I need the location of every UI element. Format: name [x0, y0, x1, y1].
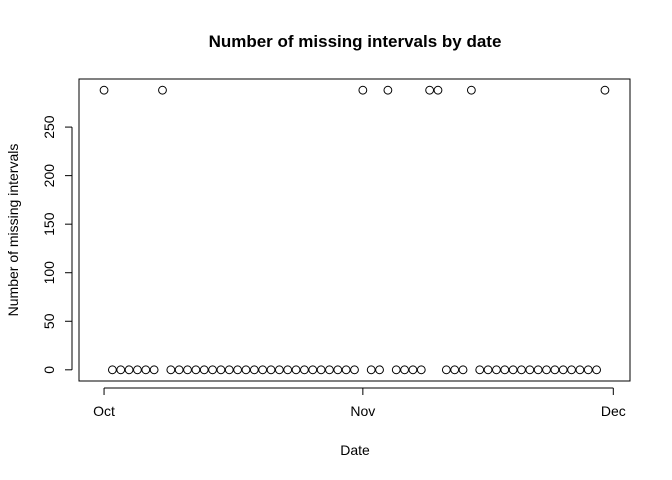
data-point — [508, 365, 518, 375]
data-point — [274, 365, 284, 375]
data-point — [158, 85, 167, 95]
data-point — [107, 365, 117, 375]
data-point — [542, 365, 551, 375]
data-point — [233, 365, 243, 375]
data-point — [350, 365, 359, 375]
data-point — [283, 365, 293, 375]
data-point — [517, 365, 526, 375]
x-tick-label: Nov — [350, 403, 375, 419]
data-point — [141, 365, 151, 375]
y-axis-label: Number of missing intervals — [5, 144, 21, 317]
data-point — [583, 365, 593, 375]
data-point — [291, 365, 301, 375]
data-point — [325, 365, 334, 375]
data-point — [425, 85, 435, 95]
data-point — [416, 365, 426, 375]
data-point — [241, 365, 251, 375]
data-point — [483, 365, 493, 375]
data-point — [433, 85, 443, 95]
data-point — [600, 85, 610, 95]
data-point — [358, 85, 368, 95]
data-point — [249, 365, 259, 375]
data-point — [550, 365, 560, 375]
data-point — [533, 365, 543, 375]
data-point — [400, 365, 409, 375]
x-axis: Oct Nov Dec — [93, 387, 626, 419]
data-point — [525, 365, 535, 375]
data-point — [266, 365, 276, 375]
x-axis-label: Date — [340, 442, 370, 458]
y-tick-label: 100 — [41, 261, 57, 285]
data-point — [567, 365, 576, 375]
plot-area — [78, 78, 631, 382]
y-tick-label: 150 — [41, 212, 57, 236]
data-point — [492, 365, 501, 375]
data-point — [475, 365, 485, 375]
data-point — [216, 365, 226, 375]
data-point — [116, 365, 126, 375]
data-point — [375, 365, 384, 375]
data-point — [199, 365, 209, 375]
data-point — [166, 365, 176, 375]
x-tick-label: Dec — [601, 403, 626, 419]
y-tick-label: 200 — [41, 164, 57, 188]
data-points — [99, 85, 610, 375]
y-tick-label: 50 — [41, 313, 57, 329]
data-point — [133, 365, 142, 375]
data-point — [366, 365, 376, 375]
data-point — [391, 365, 401, 375]
data-point — [191, 365, 201, 375]
y-axis: 0 50 100 150 200 250 — [41, 115, 73, 374]
data-point — [458, 365, 468, 375]
data-point — [183, 365, 192, 375]
data-point — [149, 365, 159, 375]
data-point — [300, 365, 309, 375]
data-point — [383, 85, 393, 95]
y-tick-label: 0 — [41, 366, 57, 374]
data-point — [341, 365, 351, 375]
data-point — [441, 365, 451, 375]
data-point — [208, 365, 217, 375]
data-point — [316, 365, 326, 375]
y-tick-label: 250 — [41, 115, 57, 139]
chart-title: Number of missing intervals by date — [209, 32, 502, 51]
data-point — [592, 365, 602, 375]
data-point — [224, 365, 234, 375]
data-point — [466, 85, 476, 95]
data-point — [258, 365, 268, 375]
data-point — [333, 365, 343, 375]
data-point — [99, 85, 109, 95]
data-point — [308, 365, 318, 375]
data-point — [450, 365, 460, 375]
x-tick-label: Oct — [93, 403, 115, 419]
data-point — [558, 365, 568, 375]
data-point — [575, 365, 585, 375]
data-point — [124, 365, 134, 375]
data-point — [408, 365, 418, 375]
data-point — [500, 365, 510, 375]
data-point — [174, 365, 184, 375]
